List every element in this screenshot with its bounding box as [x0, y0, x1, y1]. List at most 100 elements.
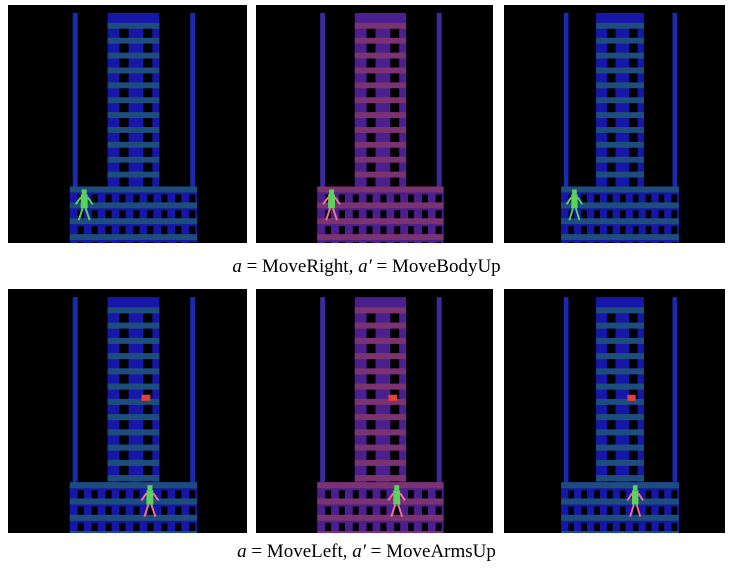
gap [408, 194, 414, 202]
gap [620, 523, 626, 531]
gap [594, 210, 600, 218]
gap [367, 242, 373, 243]
gap [629, 466, 637, 475]
gap [390, 329, 399, 338]
gap [143, 466, 152, 475]
gap [367, 523, 373, 531]
gap [106, 242, 112, 243]
gap [380, 226, 386, 234]
gap [659, 523, 665, 531]
gap [143, 103, 152, 112]
gap [646, 226, 652, 234]
rung [317, 186, 443, 192]
gap [659, 507, 665, 515]
gap [339, 210, 345, 218]
gap [607, 29, 615, 38]
gap [408, 242, 414, 243]
rung [108, 323, 160, 329]
gap [394, 194, 400, 202]
gap [380, 210, 386, 218]
gap [78, 242, 84, 243]
gap [143, 29, 152, 38]
gap [620, 507, 626, 515]
gap [607, 133, 615, 142]
rung [355, 384, 406, 390]
gap [367, 405, 376, 414]
rung [355, 142, 406, 148]
gap [390, 313, 399, 322]
action: = MoveArmsUp [371, 541, 496, 562]
gap [568, 226, 574, 234]
agent-body [328, 194, 335, 208]
gap [339, 523, 345, 531]
gap [339, 242, 345, 243]
gap [629, 178, 637, 187]
gap [78, 226, 84, 234]
gap [390, 344, 399, 353]
gap [594, 226, 600, 234]
gap [607, 435, 615, 444]
gap [646, 210, 652, 218]
action: = MoveBodyUp [377, 256, 501, 277]
gap [143, 59, 152, 68]
gap [408, 210, 414, 218]
gap [607, 405, 615, 414]
game-frame [8, 5, 247, 243]
rung [355, 307, 406, 313]
gap [633, 242, 639, 243]
rung [355, 475, 406, 481]
gap [120, 313, 129, 322]
rung [596, 384, 644, 390]
gap [436, 226, 442, 234]
gap [629, 451, 637, 460]
gap [120, 405, 129, 414]
rung [596, 38, 644, 44]
gap [367, 420, 376, 429]
game-frame [504, 289, 725, 533]
gap [106, 507, 112, 515]
gap [629, 103, 637, 112]
game-frame [256, 289, 493, 533]
gap [175, 226, 181, 234]
rung [108, 127, 160, 133]
gap [367, 359, 376, 368]
gap [92, 523, 98, 531]
gap [394, 523, 400, 531]
gap [120, 194, 126, 202]
gap [607, 451, 615, 460]
gap [607, 210, 613, 218]
gap [325, 490, 331, 498]
gap [629, 44, 637, 53]
gap [175, 507, 181, 515]
gap [120, 523, 126, 531]
rung [108, 38, 160, 44]
gap [390, 163, 399, 172]
rung [317, 531, 443, 533]
rung [355, 353, 406, 359]
caption: a = MoveLeft, a′ = MoveArmsUp [0, 541, 733, 563]
gap [633, 194, 639, 202]
gap [92, 507, 98, 515]
gap [581, 242, 587, 243]
gap [143, 118, 152, 127]
gap [607, 359, 615, 368]
gap [367, 344, 376, 353]
gap [120, 466, 129, 475]
rung [561, 482, 679, 488]
gap [161, 507, 167, 515]
gap [339, 194, 345, 202]
rung [355, 112, 406, 118]
gap [133, 507, 139, 515]
gap [143, 344, 152, 353]
gap [629, 420, 637, 429]
gap [367, 466, 376, 475]
rung [596, 97, 644, 103]
gap [408, 507, 414, 515]
gap [106, 490, 112, 498]
gap [672, 507, 678, 515]
rung [317, 482, 443, 488]
gap [633, 210, 639, 218]
rung [70, 515, 197, 521]
enemy [627, 395, 635, 401]
rung [355, 67, 406, 73]
